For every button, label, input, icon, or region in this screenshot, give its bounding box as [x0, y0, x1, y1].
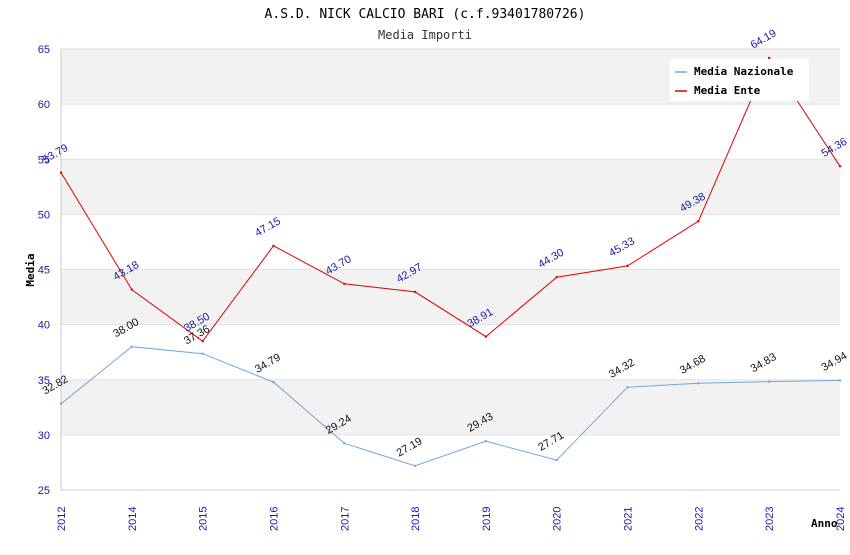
y-tick-label: 35: [38, 375, 50, 387]
y-tick-label: 50: [38, 209, 50, 221]
data-point-ente: [343, 282, 346, 286]
data-point-nazionale: [626, 386, 629, 389]
grid-band: [61, 159, 840, 215]
x-tick-label: 2012: [56, 507, 68, 531]
chart-title: A.S.D. NICK CALCIO BARI (c.f.93401780726…: [265, 7, 586, 22]
data-point-nazionale: [555, 458, 558, 462]
x-tick-label: 2024: [835, 507, 847, 531]
x-tick-label: 2014: [127, 507, 139, 531]
grid-band: [61, 434, 840, 490]
grid-band: [61, 104, 840, 160]
series-lines: [59, 56, 842, 468]
x-tick-label: 2015: [198, 507, 210, 531]
data-point-ente: [555, 276, 558, 279]
data-point-nazionale: [484, 439, 488, 443]
data-point-nazionale: [838, 379, 842, 382]
data-point-ente: [59, 171, 63, 174]
data-label-ente: 64.19: [749, 27, 779, 51]
x-tick-label: 2019: [481, 507, 493, 531]
data-point-nazionale: [130, 345, 134, 348]
y-axis-title: Media: [24, 253, 37, 286]
x-tick-label: 2022: [693, 507, 705, 531]
series-line-nazionale: [60, 346, 841, 467]
data-point-ente: [484, 335, 488, 338]
grid-band: [61, 269, 840, 325]
y-tick-label: 30: [38, 430, 50, 442]
chart-subtitle: Media Importi: [378, 28, 472, 42]
y-tick-label: 55: [38, 154, 50, 166]
legend: Media Nazionale Media Ente: [670, 59, 809, 101]
legend-label-ente: Media Ente: [694, 84, 761, 97]
data-point-ente: [201, 339, 204, 343]
grid-band: [61, 324, 840, 380]
legend-box: [670, 59, 809, 101]
data-point-nazionale: [697, 382, 700, 385]
grid-bands: [61, 49, 840, 490]
x-tick-label: 2020: [552, 507, 564, 531]
data-point-nazionale: [201, 352, 204, 355]
x-tick-label: 2021: [623, 507, 635, 531]
x-tick-label: 2016: [268, 507, 280, 531]
series-line-ente: [60, 56, 841, 342]
y-tick-labels: 25 30 35 40 45 50 55 60 65: [38, 44, 50, 497]
y-tick-label: 60: [38, 99, 50, 111]
y-tick-label: 45: [38, 265, 50, 277]
x-axis-title: Anno: [811, 517, 838, 530]
data-point-ente: [697, 220, 700, 223]
data-point-nazionale: [343, 442, 346, 445]
data-point-ente: [413, 290, 417, 294]
data-point-ente: [130, 288, 134, 291]
data-point-ente: [272, 244, 275, 247]
data-point-nazionale: [59, 402, 63, 405]
legend-label-nazionale: Media Nazionale: [694, 65, 794, 78]
y-tick-label: 25: [38, 485, 50, 497]
data-point-ente: [626, 264, 629, 268]
grid-band: [61, 379, 840, 435]
x-tick-labels: 2012 2014 2015 2016 2017 2018 2019 2020 2021 2022…: [56, 507, 847, 531]
data-point-nazionale: [767, 380, 771, 383]
y-tick-label: 40: [38, 320, 50, 332]
data-point-nazionale: [272, 380, 275, 384]
data-point-ente: [767, 56, 771, 60]
x-tick-label: 2018: [410, 507, 422, 531]
y-tick-label: 65: [38, 44, 50, 56]
x-tick-label: 2023: [764, 507, 776, 531]
grid-band: [61, 214, 840, 270]
data-point-nazionale: [413, 464, 417, 468]
x-tick-label: 2017: [339, 507, 351, 531]
data-point-ente: [838, 165, 842, 168]
